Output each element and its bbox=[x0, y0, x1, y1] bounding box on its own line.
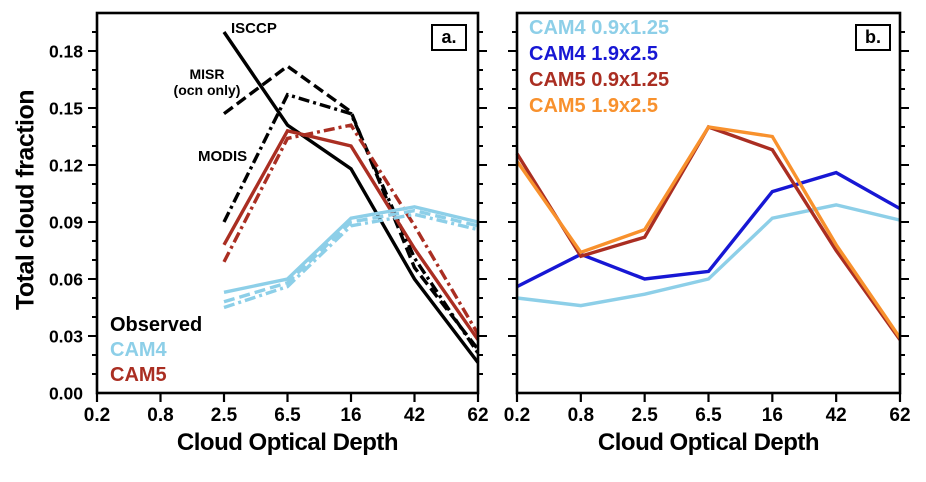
panel-a-xtick-label: 62 bbox=[467, 405, 488, 426]
y-tick-label: 0.18 bbox=[49, 42, 83, 62]
panel-b-xtick-label: 42 bbox=[826, 405, 847, 426]
panel-a-label: a. bbox=[431, 24, 467, 51]
y-tick-label: 0.03 bbox=[49, 327, 83, 347]
y-axis-title: Total cloud fraction bbox=[11, 89, 40, 311]
series-line-cam5-0-9x1-25 bbox=[515, 124, 902, 341]
panel-a-xtick-label: 0.2 bbox=[84, 405, 110, 426]
panel-a-xtick-label: 2.5 bbox=[211, 405, 238, 426]
annotation-misr-line2: (ocn only) bbox=[173, 82, 241, 98]
y-tick-label: 0.09 bbox=[49, 213, 83, 233]
legend-item-cam4-09x125: CAM4 0.9x1.25 bbox=[529, 17, 670, 39]
legend-panel-a: Observed CAM4 CAM5 bbox=[110, 313, 202, 388]
panel-b-xtick-label: 62 bbox=[889, 405, 910, 426]
series-line-misr-ocn-only- bbox=[222, 64, 480, 351]
x-axis-title-panel-b: Cloud Optical Depth bbox=[597, 429, 820, 456]
series-line-cam4-dashed bbox=[223, 208, 479, 304]
panel-a-xtick-label: 6.5 bbox=[274, 405, 301, 426]
panel-a-xtick-label: 42 bbox=[404, 405, 425, 426]
panel-b-xtick-label: 2.5 bbox=[631, 405, 658, 426]
series-line-cam4-solid bbox=[223, 205, 479, 294]
series-line-cam5-dash-dot bbox=[222, 123, 480, 335]
panel-a-xtick-label: 0.8 bbox=[147, 405, 173, 426]
legend-item-cam5-19x25: CAM5 1.9x2.5 bbox=[529, 95, 658, 117]
series-line-cam4-1-9x2-5 bbox=[516, 170, 901, 289]
annotation-misr-line1: MISR bbox=[189, 66, 225, 82]
series-line-cam5-1-9x2-5 bbox=[515, 125, 902, 339]
y-tick-label: 0.06 bbox=[49, 270, 83, 290]
annotation-misr: MISR (ocn only) bbox=[158, 66, 256, 98]
legend-item-cam4-19x25: CAM4 1.9x2.5 bbox=[529, 43, 658, 65]
panel-a-xtick-label: 16 bbox=[340, 405, 361, 426]
panel-a-frame bbox=[95, 11, 480, 395]
panel-b-xtick-label: 0.8 bbox=[568, 405, 594, 426]
annotation-isccp: ISCCP bbox=[231, 20, 277, 37]
x-axis-title-panel-a: Cloud Optical Depth bbox=[176, 429, 399, 456]
series-line-isccp bbox=[222, 31, 480, 364]
panel-b-xtick-label: 16 bbox=[762, 405, 783, 426]
panel-b-xtick-label: 6.5 bbox=[695, 405, 722, 426]
legend-item-cam5: CAM5 bbox=[110, 364, 167, 386]
panel-b-xtick-label: 0.2 bbox=[504, 405, 530, 426]
y-tick-label: 0.00 bbox=[49, 384, 83, 404]
series-line-cam5-solid bbox=[222, 128, 480, 341]
legend-panel-b: CAM4 0.9x1.25 CAM4 1.9x2.5 CAM5 0.9x1.25… bbox=[529, 15, 669, 119]
series-line-cam4-dash-dot bbox=[223, 212, 479, 310]
y-tick-label: 0.15 bbox=[49, 99, 83, 119]
y-tick-label: 0.12 bbox=[49, 156, 83, 176]
annotation-modis: MODIS bbox=[198, 148, 248, 165]
series-line-modis bbox=[222, 92, 480, 355]
panel-b-frame bbox=[515, 11, 902, 395]
legend-item-observed: Observed bbox=[110, 314, 203, 336]
legend-item-cam4: CAM4 bbox=[110, 339, 167, 361]
series-line-cam4-0-9x1-25 bbox=[516, 203, 901, 308]
legend-item-cam5-09x125: CAM5 0.9x1.25 bbox=[529, 69, 670, 91]
panel-b-label: b. bbox=[855, 24, 891, 51]
